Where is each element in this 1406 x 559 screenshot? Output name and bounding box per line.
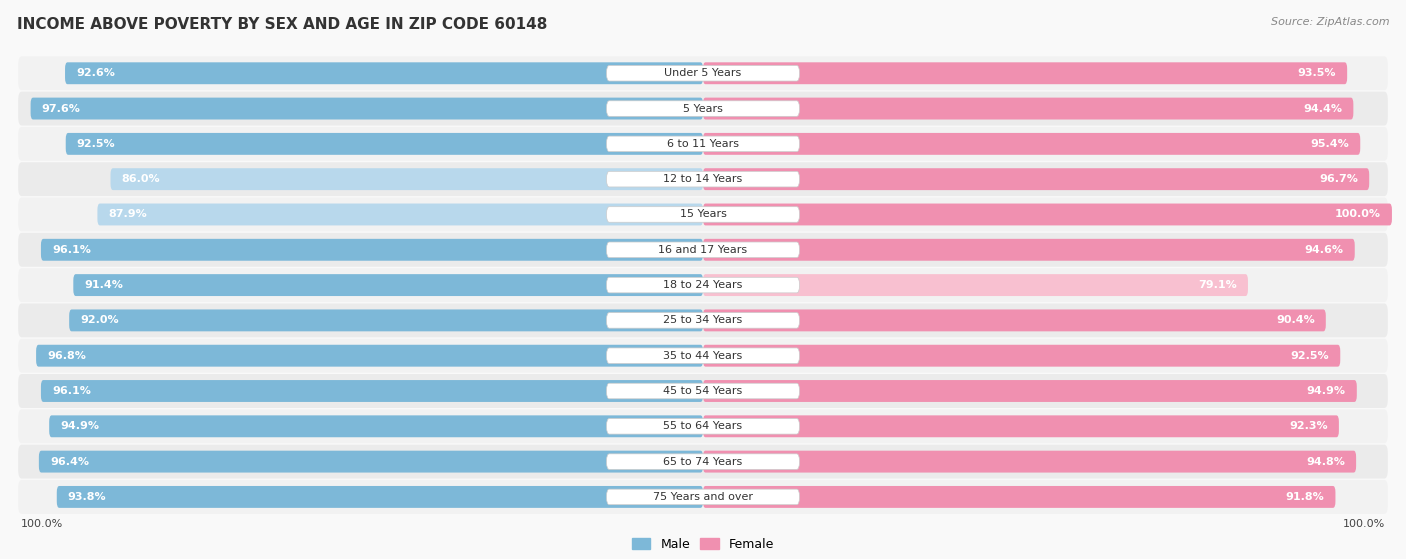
FancyBboxPatch shape	[606, 312, 800, 328]
Text: 92.6%: 92.6%	[76, 68, 115, 78]
Text: Source: ZipAtlas.com: Source: ZipAtlas.com	[1271, 17, 1389, 27]
Text: 94.6%: 94.6%	[1305, 245, 1344, 255]
Text: 96.4%: 96.4%	[49, 457, 89, 467]
FancyBboxPatch shape	[606, 419, 800, 434]
Text: 92.0%: 92.0%	[80, 315, 120, 325]
FancyBboxPatch shape	[703, 98, 1354, 120]
Text: 97.6%: 97.6%	[42, 103, 80, 113]
Text: 94.4%: 94.4%	[1303, 103, 1343, 113]
Text: 92.3%: 92.3%	[1289, 421, 1327, 432]
FancyBboxPatch shape	[41, 239, 703, 260]
FancyBboxPatch shape	[606, 489, 800, 505]
FancyBboxPatch shape	[18, 339, 1388, 373]
FancyBboxPatch shape	[703, 451, 1357, 472]
FancyBboxPatch shape	[606, 348, 800, 363]
Text: 6 to 11 Years: 6 to 11 Years	[666, 139, 740, 149]
FancyBboxPatch shape	[606, 136, 800, 151]
FancyBboxPatch shape	[606, 383, 800, 399]
FancyBboxPatch shape	[18, 162, 1388, 196]
FancyBboxPatch shape	[18, 92, 1388, 126]
Text: 15 Years: 15 Years	[679, 210, 727, 220]
Text: 5 Years: 5 Years	[683, 103, 723, 113]
FancyBboxPatch shape	[703, 486, 1336, 508]
FancyBboxPatch shape	[606, 454, 800, 470]
Text: 94.8%: 94.8%	[1306, 457, 1346, 467]
Text: 91.4%: 91.4%	[84, 280, 124, 290]
FancyBboxPatch shape	[65, 62, 703, 84]
Legend: Male, Female: Male, Female	[627, 533, 779, 556]
FancyBboxPatch shape	[606, 101, 800, 116]
Text: 96.1%: 96.1%	[52, 386, 91, 396]
Text: INCOME ABOVE POVERTY BY SEX AND AGE IN ZIP CODE 60148: INCOME ABOVE POVERTY BY SEX AND AGE IN Z…	[17, 17, 547, 32]
FancyBboxPatch shape	[18, 127, 1388, 161]
FancyBboxPatch shape	[56, 486, 703, 508]
FancyBboxPatch shape	[703, 203, 1392, 225]
FancyBboxPatch shape	[39, 451, 703, 472]
Text: 95.4%: 95.4%	[1310, 139, 1350, 149]
FancyBboxPatch shape	[703, 62, 1347, 84]
Text: 35 to 44 Years: 35 to 44 Years	[664, 350, 742, 361]
Text: 100.0%: 100.0%	[1343, 519, 1385, 529]
FancyBboxPatch shape	[18, 304, 1388, 337]
FancyBboxPatch shape	[703, 380, 1357, 402]
FancyBboxPatch shape	[18, 56, 1388, 90]
FancyBboxPatch shape	[18, 444, 1388, 479]
FancyBboxPatch shape	[703, 274, 1249, 296]
FancyBboxPatch shape	[66, 133, 703, 155]
Text: 90.4%: 90.4%	[1277, 315, 1315, 325]
Text: 96.1%: 96.1%	[52, 245, 91, 255]
FancyBboxPatch shape	[606, 242, 800, 258]
Text: 93.8%: 93.8%	[67, 492, 107, 502]
FancyBboxPatch shape	[703, 239, 1355, 260]
FancyBboxPatch shape	[606, 172, 800, 187]
Text: 91.8%: 91.8%	[1285, 492, 1324, 502]
FancyBboxPatch shape	[49, 415, 703, 437]
Text: 92.5%: 92.5%	[77, 139, 115, 149]
Text: Under 5 Years: Under 5 Years	[665, 68, 741, 78]
Text: 94.9%: 94.9%	[60, 421, 100, 432]
FancyBboxPatch shape	[703, 133, 1360, 155]
Text: 86.0%: 86.0%	[121, 174, 160, 184]
FancyBboxPatch shape	[703, 168, 1369, 190]
FancyBboxPatch shape	[18, 233, 1388, 267]
Text: 92.5%: 92.5%	[1291, 350, 1329, 361]
Text: 93.5%: 93.5%	[1298, 68, 1336, 78]
Text: 16 and 17 Years: 16 and 17 Years	[658, 245, 748, 255]
FancyBboxPatch shape	[606, 277, 800, 293]
Text: 79.1%: 79.1%	[1198, 280, 1237, 290]
FancyBboxPatch shape	[69, 310, 703, 331]
Text: 100.0%: 100.0%	[21, 519, 63, 529]
FancyBboxPatch shape	[18, 374, 1388, 408]
Text: 87.9%: 87.9%	[108, 210, 148, 220]
FancyBboxPatch shape	[606, 65, 800, 81]
FancyBboxPatch shape	[703, 310, 1326, 331]
Text: 55 to 64 Years: 55 to 64 Years	[664, 421, 742, 432]
Text: 100.0%: 100.0%	[1334, 210, 1381, 220]
Text: 12 to 14 Years: 12 to 14 Years	[664, 174, 742, 184]
FancyBboxPatch shape	[703, 345, 1340, 367]
FancyBboxPatch shape	[606, 207, 800, 222]
FancyBboxPatch shape	[18, 197, 1388, 231]
FancyBboxPatch shape	[97, 203, 703, 225]
FancyBboxPatch shape	[37, 345, 703, 367]
FancyBboxPatch shape	[73, 274, 703, 296]
Text: 45 to 54 Years: 45 to 54 Years	[664, 386, 742, 396]
FancyBboxPatch shape	[18, 480, 1388, 514]
Text: 75 Years and over: 75 Years and over	[652, 492, 754, 502]
FancyBboxPatch shape	[41, 380, 703, 402]
FancyBboxPatch shape	[703, 415, 1339, 437]
Text: 25 to 34 Years: 25 to 34 Years	[664, 315, 742, 325]
FancyBboxPatch shape	[111, 168, 703, 190]
Text: 94.9%: 94.9%	[1306, 386, 1346, 396]
FancyBboxPatch shape	[31, 98, 703, 120]
Text: 96.8%: 96.8%	[48, 350, 86, 361]
FancyBboxPatch shape	[18, 268, 1388, 302]
Text: 65 to 74 Years: 65 to 74 Years	[664, 457, 742, 467]
Text: 18 to 24 Years: 18 to 24 Years	[664, 280, 742, 290]
FancyBboxPatch shape	[18, 409, 1388, 443]
Text: 96.7%: 96.7%	[1319, 174, 1358, 184]
